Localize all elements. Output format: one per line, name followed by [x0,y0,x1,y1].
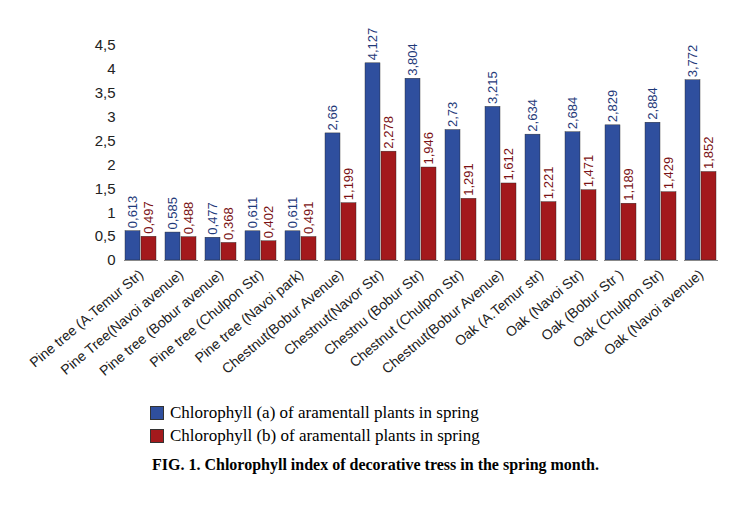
svg-text:3,215: 3,215 [485,71,500,104]
svg-text:1,946: 1,946 [421,132,436,165]
svg-text:1,291: 1,291 [461,163,476,196]
svg-text:2,66: 2,66 [325,105,340,130]
html-text:Chlorophyll (b) of aramentall: Chlorophyll (b) of aramentall plants in … [170,426,480,445]
svg-text:2: 2 [107,156,115,173]
svg-text:Chestnut(Bobur Avenue): Chestnut(Bobur Avenue) [218,266,347,377]
svg-text:2,829: 2,829 [605,90,620,123]
svg-text:1,5: 1,5 [95,180,116,197]
svg-text:1,189: 1,189 [621,168,636,201]
svg-text:0,613: 0,613 [125,196,140,229]
svg-text:2,634: 2,634 [525,99,540,132]
svg-text:1,471: 1,471 [581,155,596,188]
html-text:Chlorophyll (a) of aramentall: Chlorophyll (a) of aramentall plants in … [170,403,479,422]
svg-text:2,5: 2,5 [95,132,116,149]
svg-text:1,612: 1,612 [501,148,516,181]
svg-text:1,852: 1,852 [701,136,716,169]
svg-text:0: 0 [107,251,115,268]
svg-text:Pine tree (Bobur avenue): Pine tree (Bobur avenue) [96,266,227,379]
svg-text:Oak (Navoi Str): Oak (Navoi Str) [502,266,587,341]
svg-text:4,5: 4,5 [95,36,116,53]
svg-text:0,477: 0,477 [205,202,220,235]
svg-text:Oak (A.Temur str): Oak (A.Temur str) [451,266,547,350]
svg-text:Chestnut(Navor Str): Chestnut(Navor Str) [280,266,387,359]
svg-text:Chestnut(Bobur Avenue): Chestnut(Bobur Avenue) [378,266,507,377]
svg-text:Chestnu (Bobur Str): Chestnu (Bobur Str) [320,266,427,359]
svg-text:2,278: 2,278 [381,116,396,149]
svg-text:0,491: 0,491 [301,201,316,234]
svg-text:Pine tree (Chulpon Str): Pine tree (Chulpon Str) [146,266,267,371]
svg-text:4,127: 4,127 [365,28,380,61]
svg-text:Pine tree (A.Temur Str): Pine tree (A.Temur Str) [26,266,147,371]
svg-text:1,221: 1,221 [541,167,556,200]
svg-text:3,804: 3,804 [405,43,420,76]
svg-text:2,684: 2,684 [565,97,580,130]
svg-text:1,199: 1,199 [341,168,356,201]
svg-text:4: 4 [107,60,115,77]
svg-text:0,5: 0,5 [95,227,116,244]
svg-text:0,402: 0,402 [261,206,276,239]
svg-text:Pine Tree(Navoi avenue): Pine Tree(Navoi avenue) [57,266,187,378]
svg-text:2,73: 2,73 [445,102,460,127]
svg-text:Oak (Bobur Str ): Oak (Bobur Str ) [537,266,627,344]
svg-text:0,497: 0,497 [141,201,156,234]
html-text:FIG. 1. Chlorophyll index of d: FIG. 1. Chlorophyll index of decorative … [152,456,599,473]
svg-text:3,5: 3,5 [95,84,116,101]
svg-text:2,884: 2,884 [645,87,660,120]
svg-text:0,368: 0,368 [221,207,236,240]
svg-text:Oak (Chulpon Str): Oak (Chulpon Str) [569,266,667,351]
svg-text:1,429: 1,429 [661,157,676,190]
svg-text:0,611: 0,611 [285,197,300,229]
svg-text:3,772: 3,772 [685,45,700,78]
svg-text:Oak (Navoi avenue): Oak (Navoi avenue) [601,266,707,358]
svg-text:3: 3 [107,108,115,125]
svg-text:0,488: 0,488 [181,202,196,235]
svg-text:Chestnut (Chulpon Str): Chestnut (Chulpon Str) [346,266,467,371]
svg-text:1: 1 [107,204,115,221]
svg-text:0,585: 0,585 [165,197,180,230]
svg-text:Pine tree (Navoi park): Pine tree (Navoi park) [191,266,307,366]
svg-text:0,611: 0,611 [245,197,260,229]
